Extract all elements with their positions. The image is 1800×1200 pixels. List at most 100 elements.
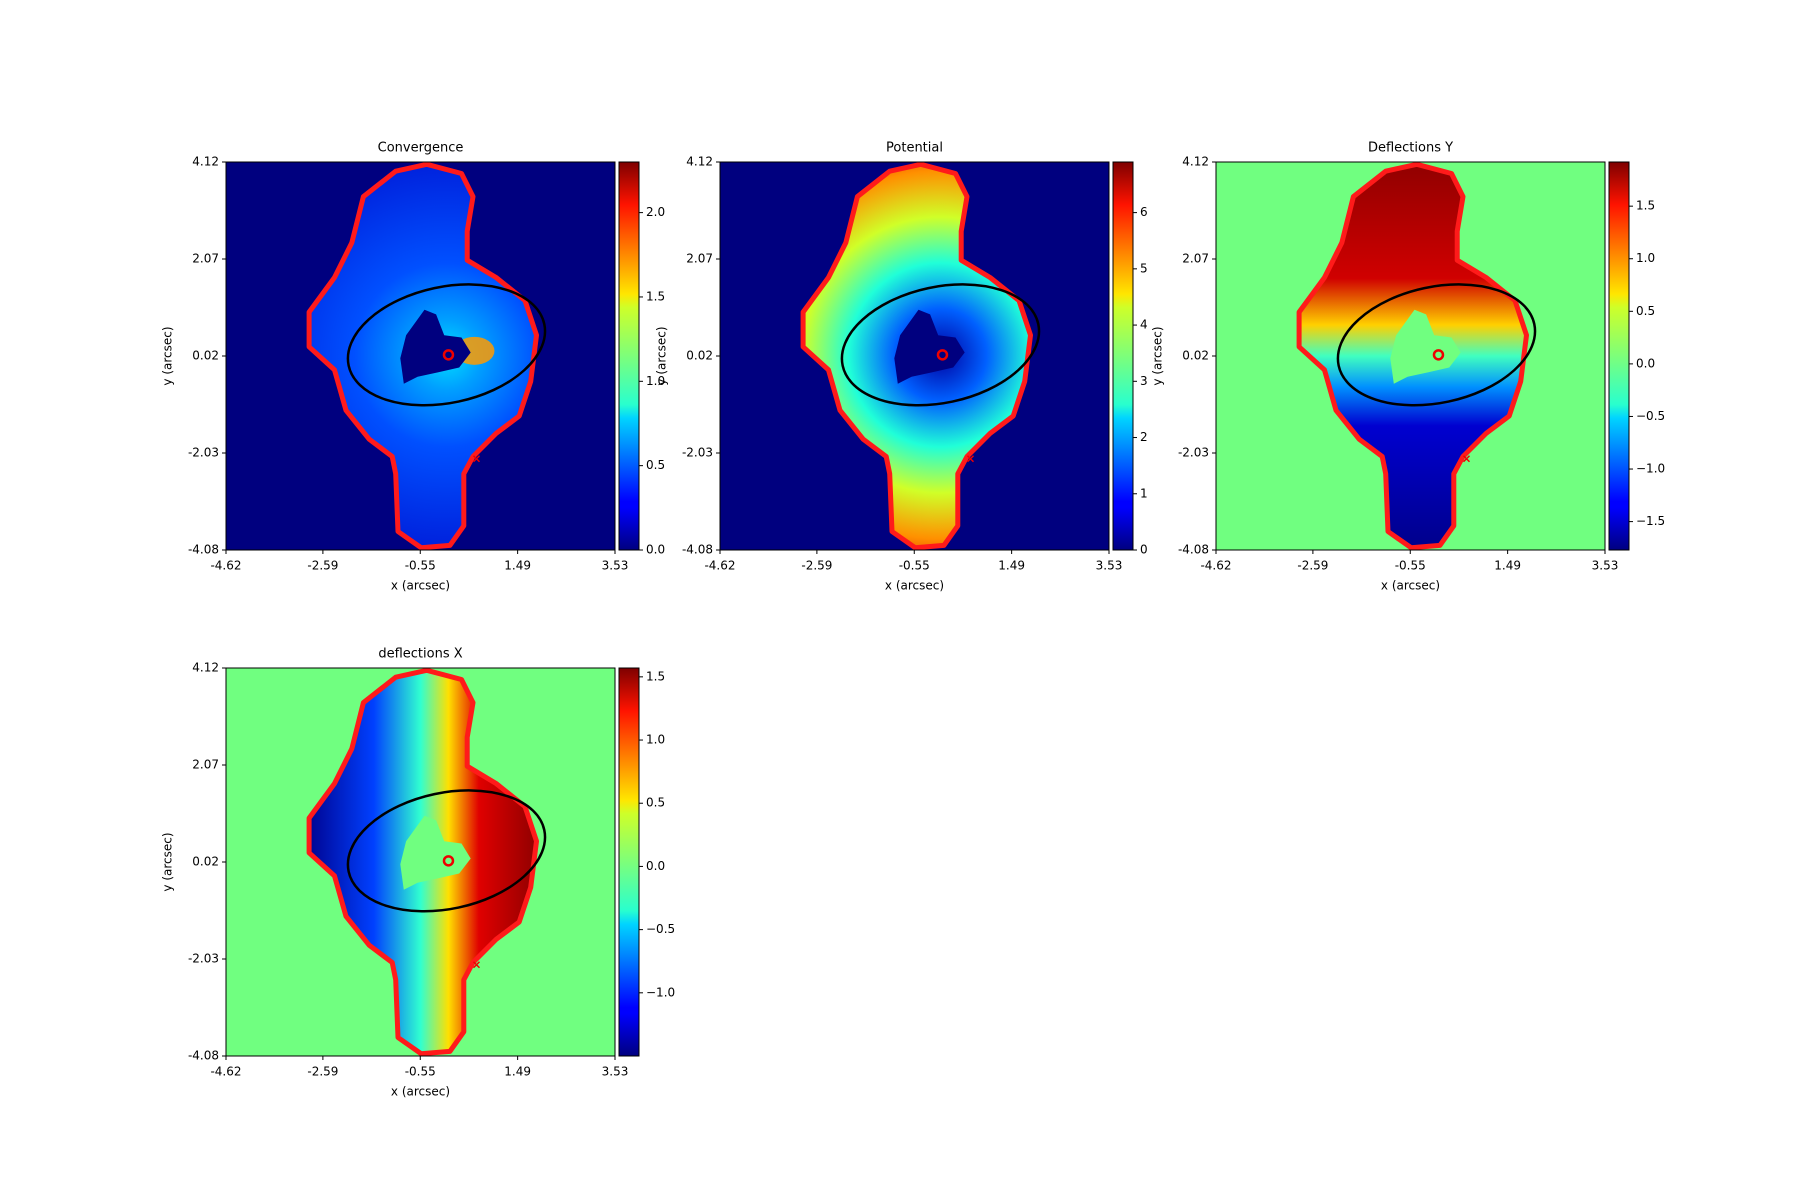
x-tick-label: -2.59 [307,1065,338,1079]
x-tick-label: -4.62 [1200,559,1231,573]
x-tick-label: -2.59 [1297,559,1328,573]
critical-curve [346,789,547,913]
y-axis-label: y (arcsec) [161,326,175,385]
colorbar-tick-label: 1.0 [646,374,665,388]
colorbar-tick-label: 2.0 [646,205,665,219]
colorbar-tick-label: −0.5 [646,922,675,936]
colorbar-tick-label: 0.5 [646,458,665,472]
panel: -4.62 -2.59 -0.55 1.49 3.53 -4.08 -2.03 0.02 2.0… [655,141,1148,593]
y-axis-label: y (arcsec) [1151,326,1165,385]
y-axis-label: y (arcsec) [655,326,669,385]
x-tick-label: -2.59 [801,559,832,573]
x-tick-label: 3.53 [1096,559,1123,573]
x-tick-label: -4.62 [210,1065,241,1079]
colorbar-tick-label: 1.5 [646,289,665,303]
colorbar-tick-label: −1.5 [1636,514,1665,528]
y-tick-label: 4.12 [1182,155,1209,169]
colorbar [618,161,640,551]
colorbar [618,667,640,1057]
y-tick-label: -4.08 [682,543,713,557]
y-tick-label: 0.02 [192,855,219,869]
centre-marker [442,349,455,361]
colorbar-tick-label: 0.5 [646,796,665,810]
masked-core [894,309,965,384]
y-tick-label: 4.12 [686,155,713,169]
colorbar-tick-label: −1.0 [646,985,675,999]
panel-title: Convergence [378,141,464,156]
colorbar-tick-label: 0.5 [1636,304,1655,318]
y-tick-label: 0.02 [686,349,713,363]
x-tick-label: 3.53 [602,1065,629,1079]
y-tick-label: -2.03 [188,952,219,966]
masked-core [400,309,471,384]
colorbar [1112,161,1134,551]
colorbar-tick-label: 0.0 [1636,356,1655,370]
critical-curve [346,283,547,407]
colorbar-tick-label: 1 [1140,486,1148,500]
colorbar-tick-label: 0 [1140,543,1148,557]
critical-curve [840,283,1041,407]
colorbar-tick-label: −1.0 [1636,462,1665,476]
y-tick-label: 4.12 [192,661,219,675]
y-tick-label: 2.07 [192,758,219,772]
panel: -4.62 -2.59 -0.55 1.49 3.53 -4.08 -2.03 0.02 2.0… [161,141,666,593]
x-tick-label: 1.49 [998,559,1025,573]
y-tick-label: -2.03 [188,446,219,460]
masked-core [400,815,471,890]
colorbar-tick-label: 1.0 [1636,251,1655,265]
y-tick-label: 0.02 [192,349,219,363]
y-tick-label: 4.12 [192,155,219,169]
y-tick-label: -4.08 [188,543,219,557]
cross-marker [472,961,481,969]
x-tick-label: -4.62 [210,559,241,573]
x-tick-label: -2.59 [307,559,338,573]
y-tick-label: 2.07 [192,252,219,266]
colorbar-tick-label: 1.5 [646,669,665,683]
x-tick-label: -0.55 [405,559,436,573]
x-tick-label: -4.62 [704,559,735,573]
colorbar-tick-label: 2 [1140,430,1148,444]
panel: -4.62 -2.59 -0.55 1.49 3.53 -4.08 -2.03 0.02 2.0… [1151,141,1666,593]
y-axis-label: y (arcsec) [161,832,175,891]
masked-core [1390,309,1461,384]
x-axis-label: x (arcsec) [1381,579,1440,593]
colorbar-tick-label: 4 [1140,318,1148,332]
y-tick-label: 2.07 [1182,252,1209,266]
y-tick-label: 0.02 [1182,349,1209,363]
colorbar-tick-label: 6 [1140,205,1148,219]
x-tick-label: -0.55 [405,1065,436,1079]
x-tick-label: 1.49 [1494,559,1521,573]
x-axis-label: x (arcsec) [885,579,944,593]
colorbar-tick-label: 0.0 [646,543,665,557]
x-tick-label: 3.53 [602,559,629,573]
cross-marker [966,455,975,463]
y-tick-label: 2.07 [686,252,713,266]
x-tick-label: -0.55 [899,559,930,573]
panel-title: deflections X [378,647,462,662]
colorbar-tick-label: 0.0 [646,859,665,873]
panel-title: Potential [886,141,943,156]
y-tick-label: -4.08 [1178,543,1209,557]
colorbar-tick-label: −0.5 [1636,409,1665,423]
cross-marker [472,455,481,463]
critical-curve [1336,283,1537,407]
centre-marker [442,855,455,867]
y-tick-label: -2.03 [682,446,713,460]
centre-marker [936,349,949,361]
panel-title: Deflections Y [1368,141,1453,156]
x-tick-label: 1.49 [504,1065,531,1079]
x-axis-label: x (arcsec) [391,1085,450,1099]
y-tick-label: -2.03 [1178,446,1209,460]
colorbar-tick-label: 3 [1140,374,1148,388]
centre-marker [1432,349,1445,361]
cross-marker [1462,455,1471,463]
colorbar [1608,161,1630,551]
x-tick-label: 3.53 [1592,559,1619,573]
colorbar-tick-label: 1.5 [1636,199,1655,213]
x-tick-label: 1.49 [504,559,531,573]
x-tick-label: -0.55 [1395,559,1426,573]
colorbar-tick-label: 1.0 [646,733,665,747]
y-tick-label: -4.08 [188,1049,219,1063]
panel: -4.62 -2.59 -0.55 1.49 3.53 -4.08 -2.03 0.02 2.0… [161,647,676,1099]
